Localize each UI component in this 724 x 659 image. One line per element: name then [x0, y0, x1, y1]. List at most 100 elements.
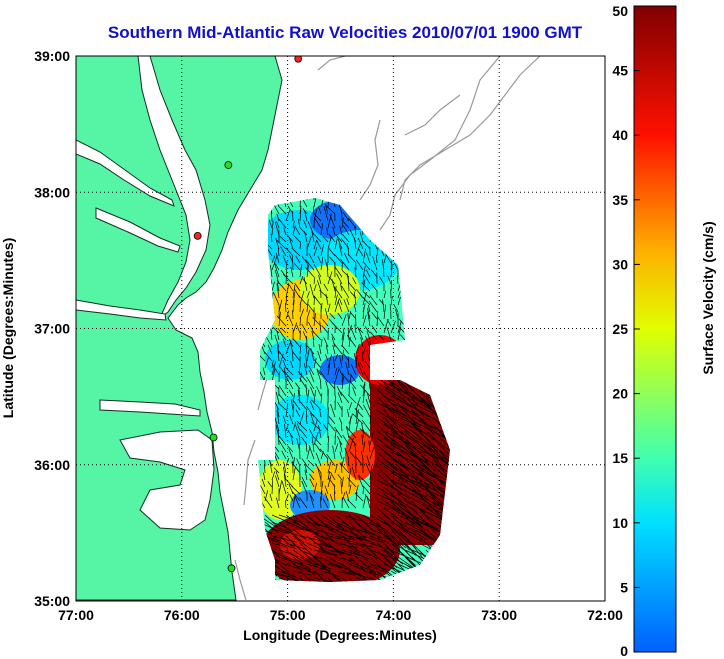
velocity-arrow — [332, 322, 343, 334]
velocity-arrow — [341, 377, 344, 390]
velocity-arrow — [271, 570, 295, 579]
velocity-arrow — [292, 284, 296, 299]
velocity-arrow — [354, 267, 357, 278]
velocity-arrow — [439, 437, 450, 458]
velocity-arrow — [300, 198, 308, 208]
velocity-arrow — [361, 423, 364, 432]
velocity-arrow — [331, 337, 336, 348]
velocity-arrow — [348, 542, 365, 547]
velocity-arrow — [285, 402, 289, 418]
velocity-arrow — [404, 409, 426, 421]
velocity-arrow — [364, 361, 371, 369]
velocity-arrow — [288, 448, 294, 460]
velocity-arrow — [269, 493, 273, 502]
velocity-arrow — [319, 409, 322, 418]
velocity-arrow — [288, 236, 294, 250]
velocity-arrow — [299, 377, 308, 390]
velocity-arrow — [273, 291, 280, 306]
velocity-arrow — [362, 265, 366, 278]
velocity-arrow — [313, 521, 334, 531]
colorbar-tick-label: 0 — [620, 643, 628, 659]
velocity-arrow — [348, 416, 352, 432]
velocity-arrow — [278, 563, 296, 578]
velocity-arrow — [341, 327, 345, 341]
velocity-arrow — [354, 324, 357, 334]
velocity-arrow — [383, 290, 387, 299]
chart-title: Southern Mid-Atlantic Raw Velocities 201… — [108, 23, 583, 42]
velocity-arrow — [404, 444, 427, 469]
velocity-arrow — [390, 500, 415, 526]
velocity-arrow — [308, 365, 315, 376]
velocity-arrow — [355, 343, 360, 355]
velocity-arrow — [283, 473, 287, 488]
velocity-arrow — [362, 549, 378, 560]
velocity-arrow — [348, 549, 370, 560]
velocity-arrow — [294, 496, 301, 509]
velocity-arrow — [382, 299, 385, 313]
velocity-arrow — [327, 535, 354, 543]
velocity-arrow — [365, 335, 371, 348]
velocity-arrow — [285, 563, 304, 571]
velocity-arrow — [320, 223, 324, 236]
velocity-arrow — [264, 528, 279, 542]
velocity-arrow — [322, 498, 329, 509]
velocity-arrow — [397, 297, 401, 306]
velocity-arrow — [298, 295, 308, 306]
velocity-arrow — [355, 484, 359, 495]
velocity-arrow — [327, 514, 347, 532]
velocity-arrow — [376, 315, 385, 327]
velocity-arrow — [327, 422, 336, 432]
velocity-arrow — [425, 458, 448, 473]
velocity-arrow — [366, 495, 371, 509]
velocity-arrow — [327, 549, 352, 556]
velocity-arrow — [285, 521, 309, 532]
velocity-arrow — [327, 363, 331, 376]
velocity-arrow — [355, 314, 357, 327]
velocity-arrow — [334, 570, 355, 576]
velocity-arrow — [320, 535, 338, 543]
velocity-arrow — [271, 471, 276, 481]
velocity-arrow — [383, 444, 404, 458]
velocity-arrow — [301, 476, 308, 488]
velocity-arrow — [362, 248, 366, 264]
velocity-arrow — [267, 344, 273, 355]
velocity-arrow — [286, 234, 294, 243]
velocity-arrow — [277, 248, 280, 257]
velocity-arrow — [322, 319, 329, 327]
velocity-arrow — [299, 227, 308, 236]
velocity-arrow — [342, 374, 350, 383]
velocity-arrow — [385, 253, 392, 264]
grid-lines — [76, 56, 605, 601]
velocity-arrow — [344, 252, 350, 264]
velocity-arrow — [362, 521, 383, 528]
velocity-arrow — [348, 563, 366, 571]
velocity-arrow — [281, 481, 287, 495]
velocity-arrow — [299, 528, 321, 534]
velocity-arrow — [299, 207, 302, 222]
velocity-arrow — [276, 331, 280, 341]
velocity-arrow — [271, 514, 294, 525]
velocity-arrow — [389, 304, 392, 313]
velocity-arrow — [306, 236, 312, 250]
velocity-arrow — [287, 205, 294, 215]
velocity-arrow — [425, 437, 444, 460]
velocity-arrow — [341, 285, 350, 299]
velocity-arrow — [276, 497, 280, 509]
velocity-arrow — [383, 304, 387, 320]
velocity-arrow — [328, 234, 336, 243]
colorbar-tick-label: 20 — [612, 386, 628, 402]
velocity-arrow — [328, 381, 336, 390]
velocity-arrow — [299, 241, 302, 250]
velocity-arrow — [439, 458, 450, 477]
velocity-arrow — [425, 430, 444, 447]
velocity-arrow — [397, 423, 419, 440]
velocity-arrow — [355, 514, 376, 533]
velocity-arrow — [337, 312, 343, 320]
velocity-arrow — [313, 482, 317, 495]
velocity-arrow — [390, 264, 393, 278]
velocity-arrow — [348, 437, 354, 453]
velocity-arrow — [347, 276, 350, 292]
velocity-arrow — [274, 416, 280, 432]
velocity-arrow — [277, 346, 280, 362]
velocity-arrow — [357, 403, 364, 411]
